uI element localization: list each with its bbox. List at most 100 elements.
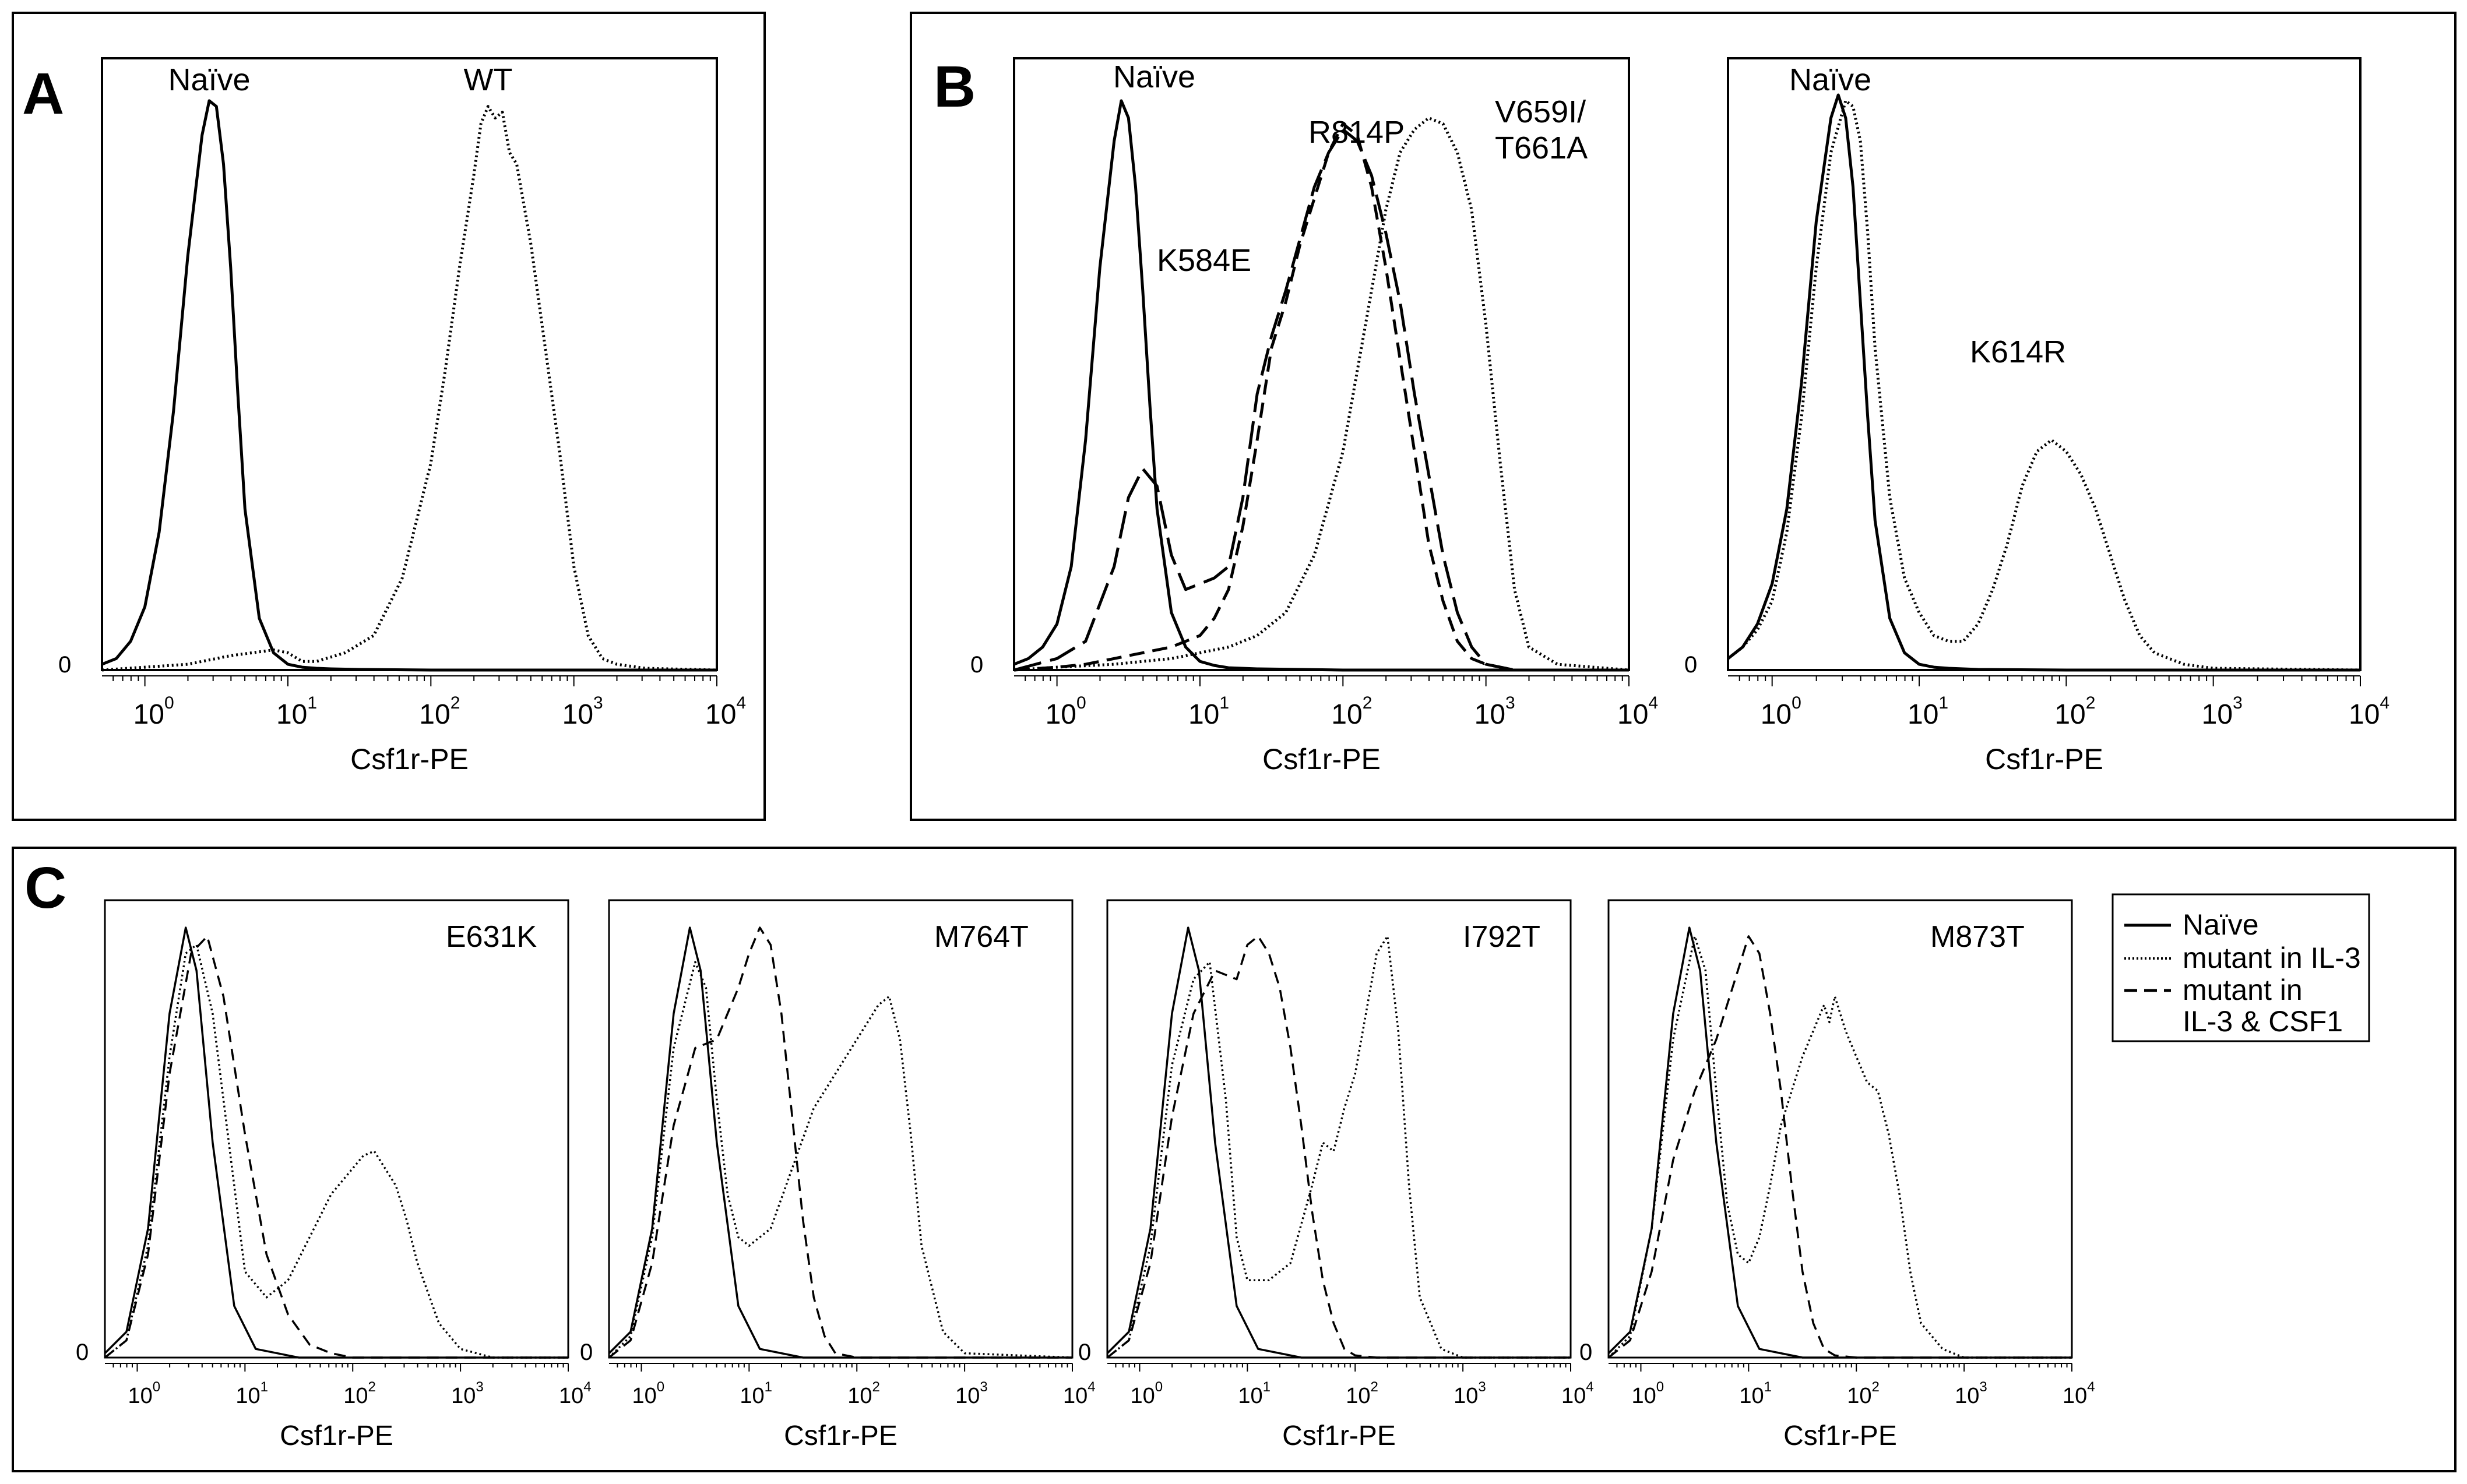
panel-letter-a: A bbox=[22, 61, 64, 126]
mutation-label: M873T bbox=[1930, 920, 2025, 954]
y-zero-label: 0 bbox=[1684, 652, 1697, 678]
x-tick-label: 102 bbox=[1346, 1379, 1378, 1408]
x-tick-label: 101 bbox=[740, 1379, 772, 1408]
series-peak-label: K614R bbox=[1970, 334, 2066, 369]
series-line-na-ve bbox=[1607, 926, 2072, 1359]
x-tick-label: 102 bbox=[419, 693, 460, 730]
x-axis-title: Csf1r-PE bbox=[1783, 1420, 1897, 1451]
x-tick-label: 103 bbox=[1474, 693, 1515, 730]
series-line-r814p bbox=[1013, 122, 1515, 672]
series-line-mutant-in-il-3-csf1 bbox=[608, 926, 1072, 1359]
legend-box bbox=[2111, 893, 2370, 1042]
plot-frame bbox=[1106, 899, 1572, 1359]
x-axis-title: Csf1r-PE bbox=[1282, 1420, 1396, 1451]
panel-c-frame bbox=[12, 847, 2457, 1472]
series-line-k614r bbox=[1727, 99, 2361, 672]
x-tick-label: 104 bbox=[559, 1379, 592, 1408]
plot-frame bbox=[101, 57, 718, 671]
mutation-label: E631K bbox=[446, 920, 537, 954]
x-tick-label: 101 bbox=[276, 693, 317, 730]
legend-label-il3: mutant in IL-3 bbox=[2183, 942, 2361, 974]
chart-c3: 100 101 102 103 104 0 Csf1r-PE I792T bbox=[1078, 899, 1594, 1451]
x-tick-label: 102 bbox=[1847, 1379, 1880, 1408]
x-tick-label: 102 bbox=[343, 1379, 376, 1408]
panel-letter-c: C bbox=[24, 855, 66, 921]
series-line-mutant-in-il-3-csf1 bbox=[1607, 935, 2072, 1359]
x-tick-label: 103 bbox=[1454, 1379, 1486, 1408]
x-tick-label: 103 bbox=[562, 693, 603, 730]
mutation-label: I792T bbox=[1463, 920, 1540, 954]
series-peak-label: Naïve bbox=[1113, 59, 1195, 94]
x-tick-label: 102 bbox=[1331, 693, 1372, 730]
series-peak-label: T661A bbox=[1495, 131, 1588, 165]
x-tick-label: 103 bbox=[955, 1379, 988, 1408]
x-tick-label: 100 bbox=[1046, 693, 1086, 730]
y-zero-label: 0 bbox=[1078, 1340, 1091, 1365]
chart-c2: 100 101 102 103 104 0 Csf1r-PE M764T bbox=[580, 899, 1096, 1451]
x-tick-label: 103 bbox=[2202, 693, 2243, 730]
legend: Naïve mutant in IL-3 mutant in IL-3 & CS… bbox=[2111, 893, 2370, 1042]
legend-label-csf1-line1: mutant in bbox=[2183, 974, 2303, 1006]
chart-b2: 100 101 102 103 104 0 Csf1r-PE Naïve K614R bbox=[1684, 57, 2389, 776]
series-line-na-ve bbox=[1013, 99, 1629, 672]
x-tick-label: 104 bbox=[1063, 1379, 1096, 1408]
x-tick-label: 104 bbox=[2349, 693, 2389, 730]
x-axis-title: Csf1r-PE bbox=[280, 1420, 393, 1451]
chart-a: 100 101 102 103 104 0 Csf1r-PE Naïve WT bbox=[58, 57, 746, 776]
y-zero-label: 0 bbox=[580, 1340, 593, 1365]
series-peak-label: V659I/ bbox=[1495, 94, 1586, 129]
y-zero-label: 0 bbox=[970, 652, 983, 678]
x-tick-label: 104 bbox=[1617, 693, 1658, 730]
x-tick-label: 101 bbox=[1188, 693, 1229, 730]
x-tick-label: 102 bbox=[2054, 693, 2095, 730]
x-tick-label: 100 bbox=[1761, 693, 1801, 730]
series-peak-label: R814P bbox=[1308, 115, 1405, 150]
panel-letter-b: B bbox=[934, 54, 976, 119]
series-line-mutant-in-il-3-csf1 bbox=[1106, 935, 1571, 1359]
y-zero-label: 0 bbox=[76, 1340, 89, 1365]
chart-c1: 100 101 102 103 104 0 Csf1r-PE E631K bbox=[76, 899, 592, 1451]
x-tick-label: 100 bbox=[632, 1379, 664, 1408]
x-tick-label: 104 bbox=[705, 693, 746, 730]
x-tick-label: 103 bbox=[1955, 1379, 1987, 1408]
x-axis-title: Csf1r-PE bbox=[1985, 743, 2103, 776]
series-line-v659i-t661a bbox=[1013, 117, 1630, 672]
panel-a-frame bbox=[12, 12, 766, 821]
legend-label-csf1-line2: IL-3 & CSF1 bbox=[2183, 1005, 2343, 1038]
mutation-label: M764T bbox=[934, 920, 1029, 954]
series-peak-label: K584E bbox=[1157, 243, 1251, 278]
x-tick-label: 100 bbox=[1631, 1379, 1664, 1408]
x-tick-label: 100 bbox=[128, 1379, 160, 1408]
plot-frame bbox=[608, 899, 1074, 1359]
x-axis-title: Csf1r-PE bbox=[350, 743, 469, 776]
x-tick-label: 101 bbox=[235, 1379, 268, 1408]
series-line-mutant-in-il-3 bbox=[608, 961, 1073, 1359]
x-axis-title: Csf1r-PE bbox=[1262, 743, 1381, 776]
chart-b1: 100 101 102 103 104 0 Csf1r-PE Naïve K584E R814P V… bbox=[970, 57, 1658, 776]
series-line-mutant-in-il-3 bbox=[1106, 935, 1571, 1359]
series-peak-label: WT bbox=[463, 62, 512, 97]
series-line-k584e bbox=[1013, 128, 1515, 672]
x-tick-label: 104 bbox=[1561, 1379, 1594, 1408]
series-line-na-ve bbox=[1727, 93, 2360, 672]
x-tick-label: 101 bbox=[1739, 1379, 1772, 1408]
y-zero-label: 0 bbox=[58, 652, 71, 678]
x-tick-label: 103 bbox=[451, 1379, 484, 1408]
x-tick-label: 100 bbox=[133, 693, 174, 730]
x-tick-label: 104 bbox=[2063, 1379, 2095, 1408]
plot-frame bbox=[1607, 899, 2073, 1359]
x-axis-title: Csf1r-PE bbox=[784, 1420, 898, 1451]
x-tick-label: 100 bbox=[1130, 1379, 1163, 1408]
series-peak-label: Naïve bbox=[168, 62, 250, 97]
x-tick-label: 101 bbox=[1908, 693, 1948, 730]
series-line-na-ve bbox=[608, 926, 1072, 1359]
panel-b-frame bbox=[910, 12, 2457, 821]
series-line-mutant-in-il-3-csf1 bbox=[104, 935, 568, 1359]
series-line-na-ve bbox=[104, 926, 568, 1359]
x-tick-label: 101 bbox=[1238, 1379, 1271, 1408]
chart-c4: 100 101 102 103 104 0 Csf1r-PE M873T bbox=[1579, 899, 2095, 1451]
series-line-mutant-in-il-3 bbox=[1607, 935, 2072, 1359]
plot-frame bbox=[104, 899, 569, 1359]
series-peak-label: Naïve bbox=[1789, 62, 1871, 97]
